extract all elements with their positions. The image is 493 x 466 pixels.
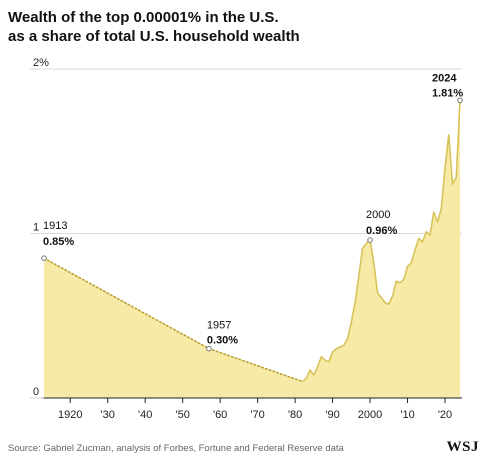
annotation-value-1913: 0.85% [43,236,74,248]
x-tick-label-0: 1920 [58,409,82,421]
annotation-year-2000: 2000 [366,209,390,221]
y-tick-label-2: 2% [33,57,49,69]
title-line-2: as a share of total U.S. household wealt… [8,28,300,45]
annotation-marker-1913 [41,255,47,261]
x-tick-label-6: '80 [288,409,302,421]
x-tick-label-1: '30 [101,409,115,421]
x-tick-label-9: '10 [400,409,414,421]
annotation-marker-2024 [457,97,463,104]
x-tick-label-10: '20 [438,409,452,421]
annotation-value-1957: 0.30% [207,335,238,347]
interpolated-line-0 [43,257,210,350]
y-tick-label-1: 1 [33,222,39,234]
x-tick-label-3: '50 [175,409,189,421]
chart-title: Wealth of the top 0.00001% in the U.S. a… [8,8,478,46]
interpolated-line-1 [208,347,304,383]
source-note: Source: Gabriel Zucman, analysis of Forb… [8,443,344,454]
x-tick-label-7: '90 [325,409,339,421]
annotation-value-2024: 1.81% [432,87,463,99]
x-tick-label-4: '60 [213,409,227,421]
annotation-year-1957: 1957 [207,320,231,332]
series-line [302,100,461,383]
area-fill [44,100,460,398]
annotation-year-1913: 1913 [43,220,67,232]
x-tick-label-5: '70 [250,409,264,421]
y-tick-label-0: 0 [33,386,39,398]
x-tick-label-8: 2000 [358,409,382,421]
annotation-marker-2000 [367,237,373,243]
x-tick-label-2: '40 [138,409,152,421]
annotation-value-2000: 0.96% [366,225,397,237]
annotation-marker-1957 [206,345,212,352]
annotation-year-2024: 2024 [432,72,457,84]
wsj-logo: WSJ [446,439,479,455]
title-line-1: Wealth of the top 0.00001% in the U.S. [8,9,279,26]
